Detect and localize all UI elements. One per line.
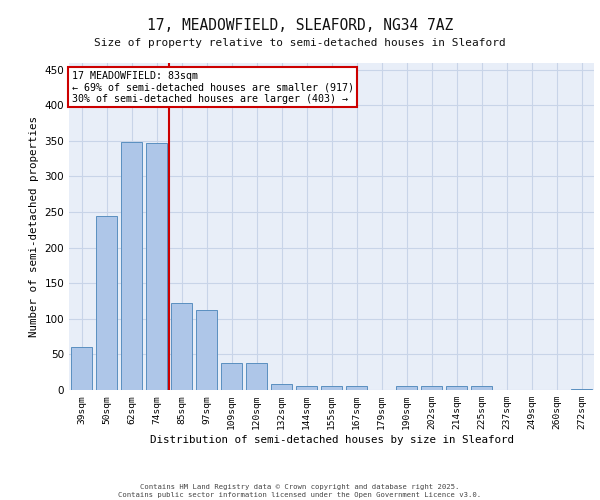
- Text: 17 MEADOWFIELD: 83sqm
← 69% of semi-detached houses are smaller (917)
30% of sem: 17 MEADOWFIELD: 83sqm ← 69% of semi-deta…: [71, 70, 353, 104]
- Bar: [221, 363, 242, 390]
- Bar: [571, 388, 592, 390]
- Bar: [71, 348, 92, 390]
- Bar: [196, 310, 217, 390]
- Y-axis label: Number of semi-detached properties: Number of semi-detached properties: [29, 116, 39, 337]
- Bar: [121, 142, 142, 390]
- Bar: [446, 386, 467, 390]
- Bar: [271, 384, 292, 390]
- Bar: [346, 386, 367, 390]
- X-axis label: Distribution of semi-detached houses by size in Sleaford: Distribution of semi-detached houses by …: [149, 435, 514, 445]
- Bar: [321, 386, 342, 390]
- Bar: [246, 363, 267, 390]
- Bar: [96, 216, 117, 390]
- Bar: [146, 143, 167, 390]
- Text: Size of property relative to semi-detached houses in Sleaford: Size of property relative to semi-detach…: [94, 38, 506, 48]
- Bar: [296, 386, 317, 390]
- Bar: [396, 386, 417, 390]
- Text: Contains HM Land Registry data © Crown copyright and database right 2025.
Contai: Contains HM Land Registry data © Crown c…: [118, 484, 482, 498]
- Bar: [471, 386, 492, 390]
- Bar: [171, 303, 192, 390]
- Bar: [421, 386, 442, 390]
- Text: 17, MEADOWFIELD, SLEAFORD, NG34 7AZ: 17, MEADOWFIELD, SLEAFORD, NG34 7AZ: [147, 18, 453, 32]
